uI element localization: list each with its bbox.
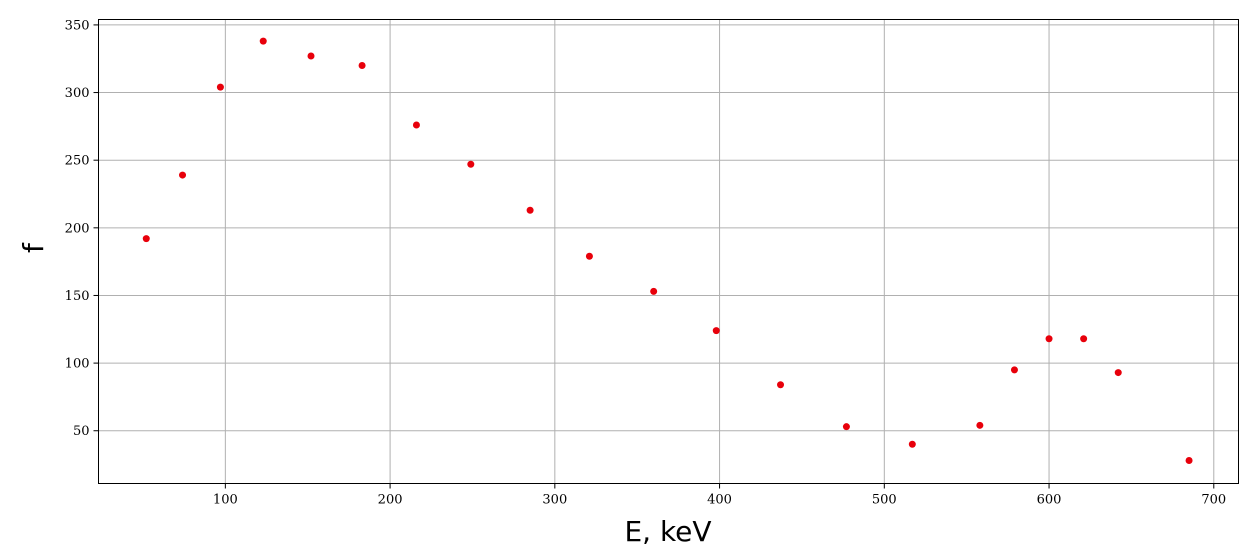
x-tick-label: 100 [213, 493, 238, 508]
y-tick-label: 250 [65, 154, 90, 169]
x-tick-label: 600 [1037, 493, 1062, 508]
data-point [585, 252, 593, 260]
x-tick-label: 400 [707, 493, 732, 508]
x-axis-ticks: 100 200 300 400 500 600 700 [213, 483, 1226, 508]
data-point [1045, 335, 1053, 343]
data-point [1080, 335, 1088, 343]
y-tick-label: 300 [65, 86, 90, 101]
data-point [142, 235, 150, 243]
x-tick-label: 500 [872, 493, 897, 508]
y-axis-ticks: 50 100 150 200 250 300 350 [65, 18, 99, 439]
y-tick-label: 200 [65, 221, 90, 236]
data-point [179, 171, 187, 179]
data-point [976, 421, 984, 429]
data-point [216, 83, 224, 91]
data-point [908, 440, 916, 448]
y-tick-label: 350 [65, 18, 90, 33]
x-tick-label: 300 [542, 493, 567, 508]
data-point [650, 287, 658, 295]
data-point [842, 423, 850, 431]
plot-frame [98, 19, 1239, 484]
data-point [1185, 457, 1193, 465]
data-point [307, 52, 315, 60]
data-point [412, 121, 420, 129]
x-tick-label: 700 [1201, 493, 1226, 508]
data-point [1010, 366, 1018, 374]
y-tick-label: 100 [65, 357, 90, 372]
data-point [259, 37, 267, 45]
x-axis-label: E, keV [624, 515, 711, 548]
data-point [358, 61, 366, 69]
x-tick-label: 200 [378, 493, 403, 508]
data-point [526, 206, 534, 214]
y-tick-label: 150 [65, 289, 90, 304]
y-tick-label: 50 [73, 424, 90, 439]
grid [98, 19, 1239, 484]
data-point [712, 327, 720, 335]
data-points [142, 37, 1193, 465]
data-point [777, 381, 785, 389]
data-point [1114, 369, 1122, 377]
y-axis-label: f [17, 242, 50, 253]
data-point [467, 160, 475, 168]
